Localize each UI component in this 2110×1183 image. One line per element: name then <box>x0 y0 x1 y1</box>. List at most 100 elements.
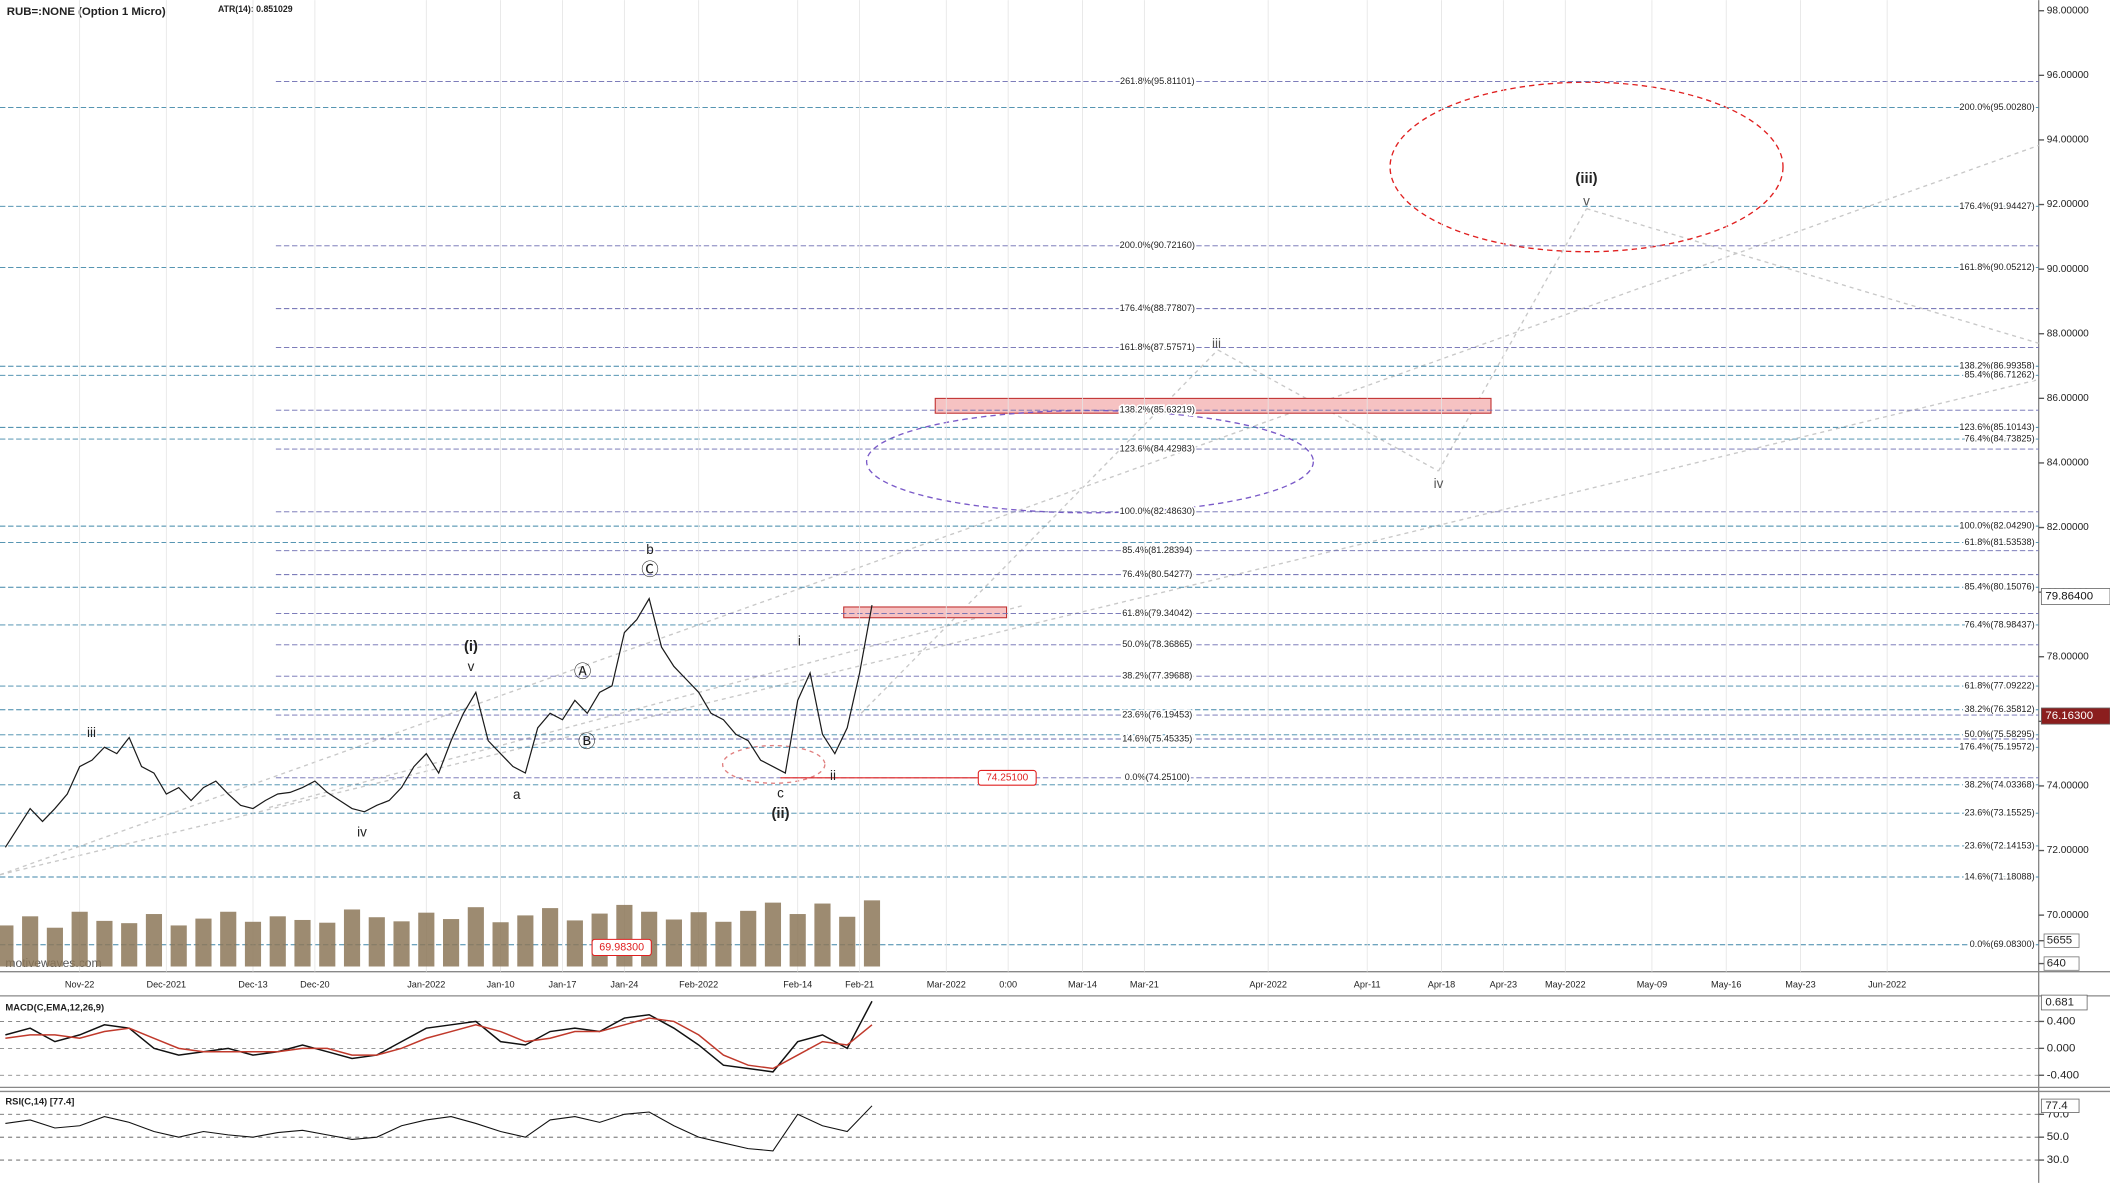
fib-label: 200.0%(95.00280) <box>1959 102 2034 112</box>
x-tick-label: Nov-22 <box>65 980 94 990</box>
fib-label: 138.2%(85.63219) <box>1120 405 1195 415</box>
x-tick-label: Apr-18 <box>1428 980 1455 990</box>
value-tag-label: 77.4 <box>2045 1100 2068 1112</box>
volume-bar <box>71 911 88 967</box>
y-tick-label: 96.00000 <box>2047 70 2089 81</box>
wave-label: Ⓒ <box>641 559 659 579</box>
wave-label: c <box>777 786 784 801</box>
trend-line <box>1217 349 1439 472</box>
fib-label: 85.4%(86.71262) <box>1965 370 2035 380</box>
volume-bar <box>814 903 831 967</box>
volume-bar <box>740 910 757 967</box>
wave-label: a <box>513 787 521 802</box>
x-tick-label: Feb-2022 <box>679 980 718 990</box>
y-tick-label: 0.400 <box>2047 1015 2076 1027</box>
tick-box <box>2043 956 2080 971</box>
volume-bar <box>195 918 212 967</box>
volume-bar <box>244 921 262 967</box>
wave-label: iv <box>357 825 367 840</box>
x-tick-label: Jan-10 <box>487 980 515 990</box>
price-tag <box>2040 707 2110 725</box>
x-tick-label: Dec-20 <box>300 980 329 990</box>
y-tick-label: 86.00000 <box>2047 393 2089 404</box>
target-ellipse <box>1389 81 1784 253</box>
fib-label: 161.8%(87.57571) <box>1120 342 1195 352</box>
chart-title: RUB=:NONE (Option 1 Micro) <box>7 6 166 18</box>
fib-label: 61.8%(81.53538) <box>1965 537 2035 547</box>
fib-label: 100.0%(82.48630) <box>1120 506 1195 516</box>
volume-bar <box>665 919 682 967</box>
y-tick-label: 94.00000 <box>2047 135 2089 146</box>
fib-label: 50.0%(75.58295) <box>1965 729 2035 739</box>
fib-label: 85.4%(80.15076) <box>1965 582 2035 592</box>
fib-label: 161.8%(90.05212) <box>1959 262 2034 272</box>
y-tick-label: 640 <box>2047 958 2066 970</box>
x-tick-label: Mar-2022 <box>927 980 966 990</box>
x-tick-label: Jan-17 <box>549 980 577 990</box>
y-tick-label: 30.0 <box>2047 1154 2069 1166</box>
x-tick-label: Feb-21 <box>845 980 874 990</box>
fib-label: 76.4%(78.98437) <box>1965 619 2035 629</box>
x-tick-label: Jan-24 <box>610 980 638 990</box>
x-tick-label: 0:00 <box>999 980 1017 990</box>
fib-label: 14.6%(71.18088) <box>1965 871 2035 881</box>
fib-label: 14.6%(75.45335) <box>1122 733 1192 743</box>
y-tick-label: 5655 <box>2047 935 2072 947</box>
trend-line <box>268 604 1023 809</box>
price-line <box>5 1105 873 1152</box>
value-tag <box>2040 994 2088 1011</box>
volume-bar <box>418 912 435 967</box>
wave-label: b <box>646 542 653 557</box>
volume-bar <box>789 914 806 967</box>
target-ellipse <box>865 409 1315 514</box>
volume-bar <box>492 922 509 967</box>
fib-label: 23.6%(76.19453) <box>1122 709 1192 719</box>
volume-bar <box>46 927 63 967</box>
fib-label: 38.2%(77.39688) <box>1122 671 1192 681</box>
fib-label: 23.6%(72.14153) <box>1965 840 2035 850</box>
volume-bar <box>517 915 534 967</box>
fib-label: 0.0%(69.08300) <box>1970 939 2035 949</box>
target-zone <box>843 606 1008 619</box>
level-tag-label: 74.25100 <box>986 772 1028 783</box>
fib-label: 61.8%(77.09222) <box>1965 680 2035 690</box>
volume-bar <box>542 908 559 967</box>
volume-bar <box>269 916 286 967</box>
wave-label: v <box>468 659 475 674</box>
series-line <box>5 1000 873 1073</box>
x-tick-label: Feb-14 <box>783 980 812 990</box>
volume-tag-label: 69.98300 <box>599 941 644 953</box>
volume-bar <box>96 920 113 967</box>
price-tag-label: 76.16300 <box>2045 710 2093 722</box>
x-tick-label: May-23 <box>1785 980 1815 990</box>
fib-label: 76.4%(80.54277) <box>1122 569 1192 579</box>
wave-label: iv <box>1434 476 1444 491</box>
volume-bar <box>715 921 732 967</box>
volume-bar <box>467 907 484 967</box>
volume-bar <box>764 902 782 967</box>
x-tick-label: May-16 <box>1711 980 1741 990</box>
wave-label: i <box>798 634 801 649</box>
panel-title: RSI(C,14) [77.4] <box>5 1096 74 1107</box>
volume-bar <box>566 920 583 967</box>
x-tick-label: Dec-13 <box>238 980 267 990</box>
volume-bar <box>319 922 336 967</box>
fib-label: 176.4%(91.94427) <box>1959 201 2034 211</box>
fib-label: 138.2%(86.99358) <box>1959 361 2034 371</box>
volume-bar <box>0 925 14 967</box>
y-tick-label: 90.00000 <box>2047 264 2089 275</box>
trend-line <box>1586 208 2039 344</box>
y-tick-label: 50.0 <box>2047 1131 2069 1143</box>
volume-bar <box>294 919 311 967</box>
fib-label: 123.6%(84.42983) <box>1120 443 1195 453</box>
wave-label: (iii) <box>1575 171 1597 187</box>
fib-label: 23.6%(73.15525) <box>1965 808 2035 818</box>
wave-label: iii <box>1212 336 1221 351</box>
y-tick-label: 92.00000 <box>2047 199 2089 210</box>
volume-bar <box>616 904 633 967</box>
fib-label: 61.8%(79.34042) <box>1122 608 1192 618</box>
volume-bar <box>442 919 460 967</box>
wave-label: iii <box>87 725 96 740</box>
